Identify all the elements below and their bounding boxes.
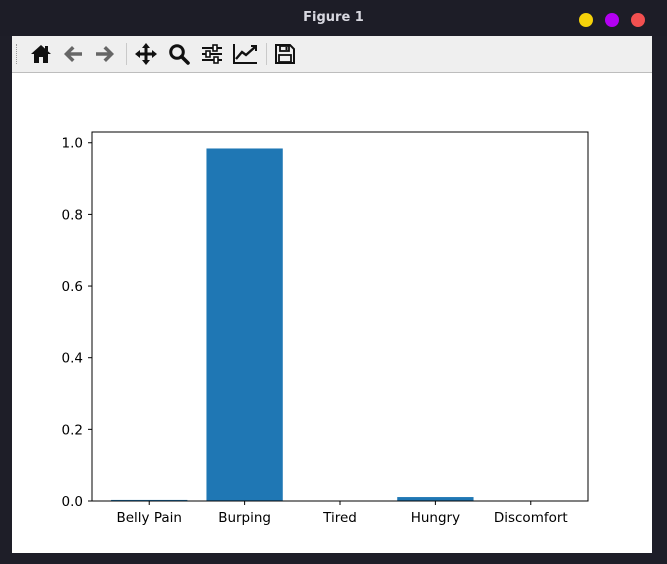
figure-canvas[interactable]: Belly Pain Burping Tired Hungry Discomfort 0.… <box>12 73 652 553</box>
floppy-disk-icon <box>275 44 295 64</box>
y-tick-label: 0.6 <box>62 279 83 295</box>
arrow-left-icon <box>64 46 82 62</box>
y-tick-label: 0.2 <box>62 422 83 438</box>
toolbar-grip[interactable] <box>16 44 19 64</box>
line-chart-icon <box>233 44 257 64</box>
plot-frame <box>91 131 589 502</box>
window-title: Figure 1 <box>303 10 364 25</box>
configure-subplots-button[interactable] <box>199 41 225 67</box>
sliders-icon <box>202 44 222 64</box>
y-tick-label: 0.0 <box>62 494 83 510</box>
toolbar-separator <box>126 43 127 65</box>
bar <box>206 148 283 501</box>
home-icon <box>31 45 51 63</box>
save-button[interactable] <box>272 41 298 67</box>
x-tick-label: Discomfort <box>494 510 568 526</box>
title-bar[interactable]: Figure 1 <box>0 0 667 36</box>
forward-button[interactable] <box>92 41 118 67</box>
bar <box>397 497 474 501</box>
zoom-button[interactable] <box>166 41 192 67</box>
arrow-right-icon <box>96 46 114 62</box>
x-tick-label: Burping <box>218 510 271 526</box>
magnifier-icon <box>169 44 190 65</box>
x-tick-label: Belly Pain <box>116 510 181 526</box>
x-tick-label: Tired <box>322 510 357 526</box>
y-tick-label: 0.8 <box>62 207 83 223</box>
navigation-toolbar <box>12 36 652 73</box>
maximize-button[interactable] <box>605 13 619 27</box>
bar-chart: Belly Pain Burping Tired Hungry Discomfort 0.… <box>62 131 589 526</box>
bar <box>111 499 188 501</box>
x-tick-label: Hungry <box>411 510 460 526</box>
minimize-button[interactable] <box>579 13 593 27</box>
back-button[interactable] <box>60 41 86 67</box>
close-button[interactable] <box>631 13 645 27</box>
pan-button[interactable] <box>133 41 159 67</box>
y-tick-label: 1.0 <box>62 136 83 152</box>
y-tick-label: 0.4 <box>62 351 83 367</box>
toolbar-separator <box>266 43 267 65</box>
move-icon <box>135 43 157 65</box>
edit-axis-button[interactable] <box>232 41 258 67</box>
home-button[interactable] <box>28 41 54 67</box>
